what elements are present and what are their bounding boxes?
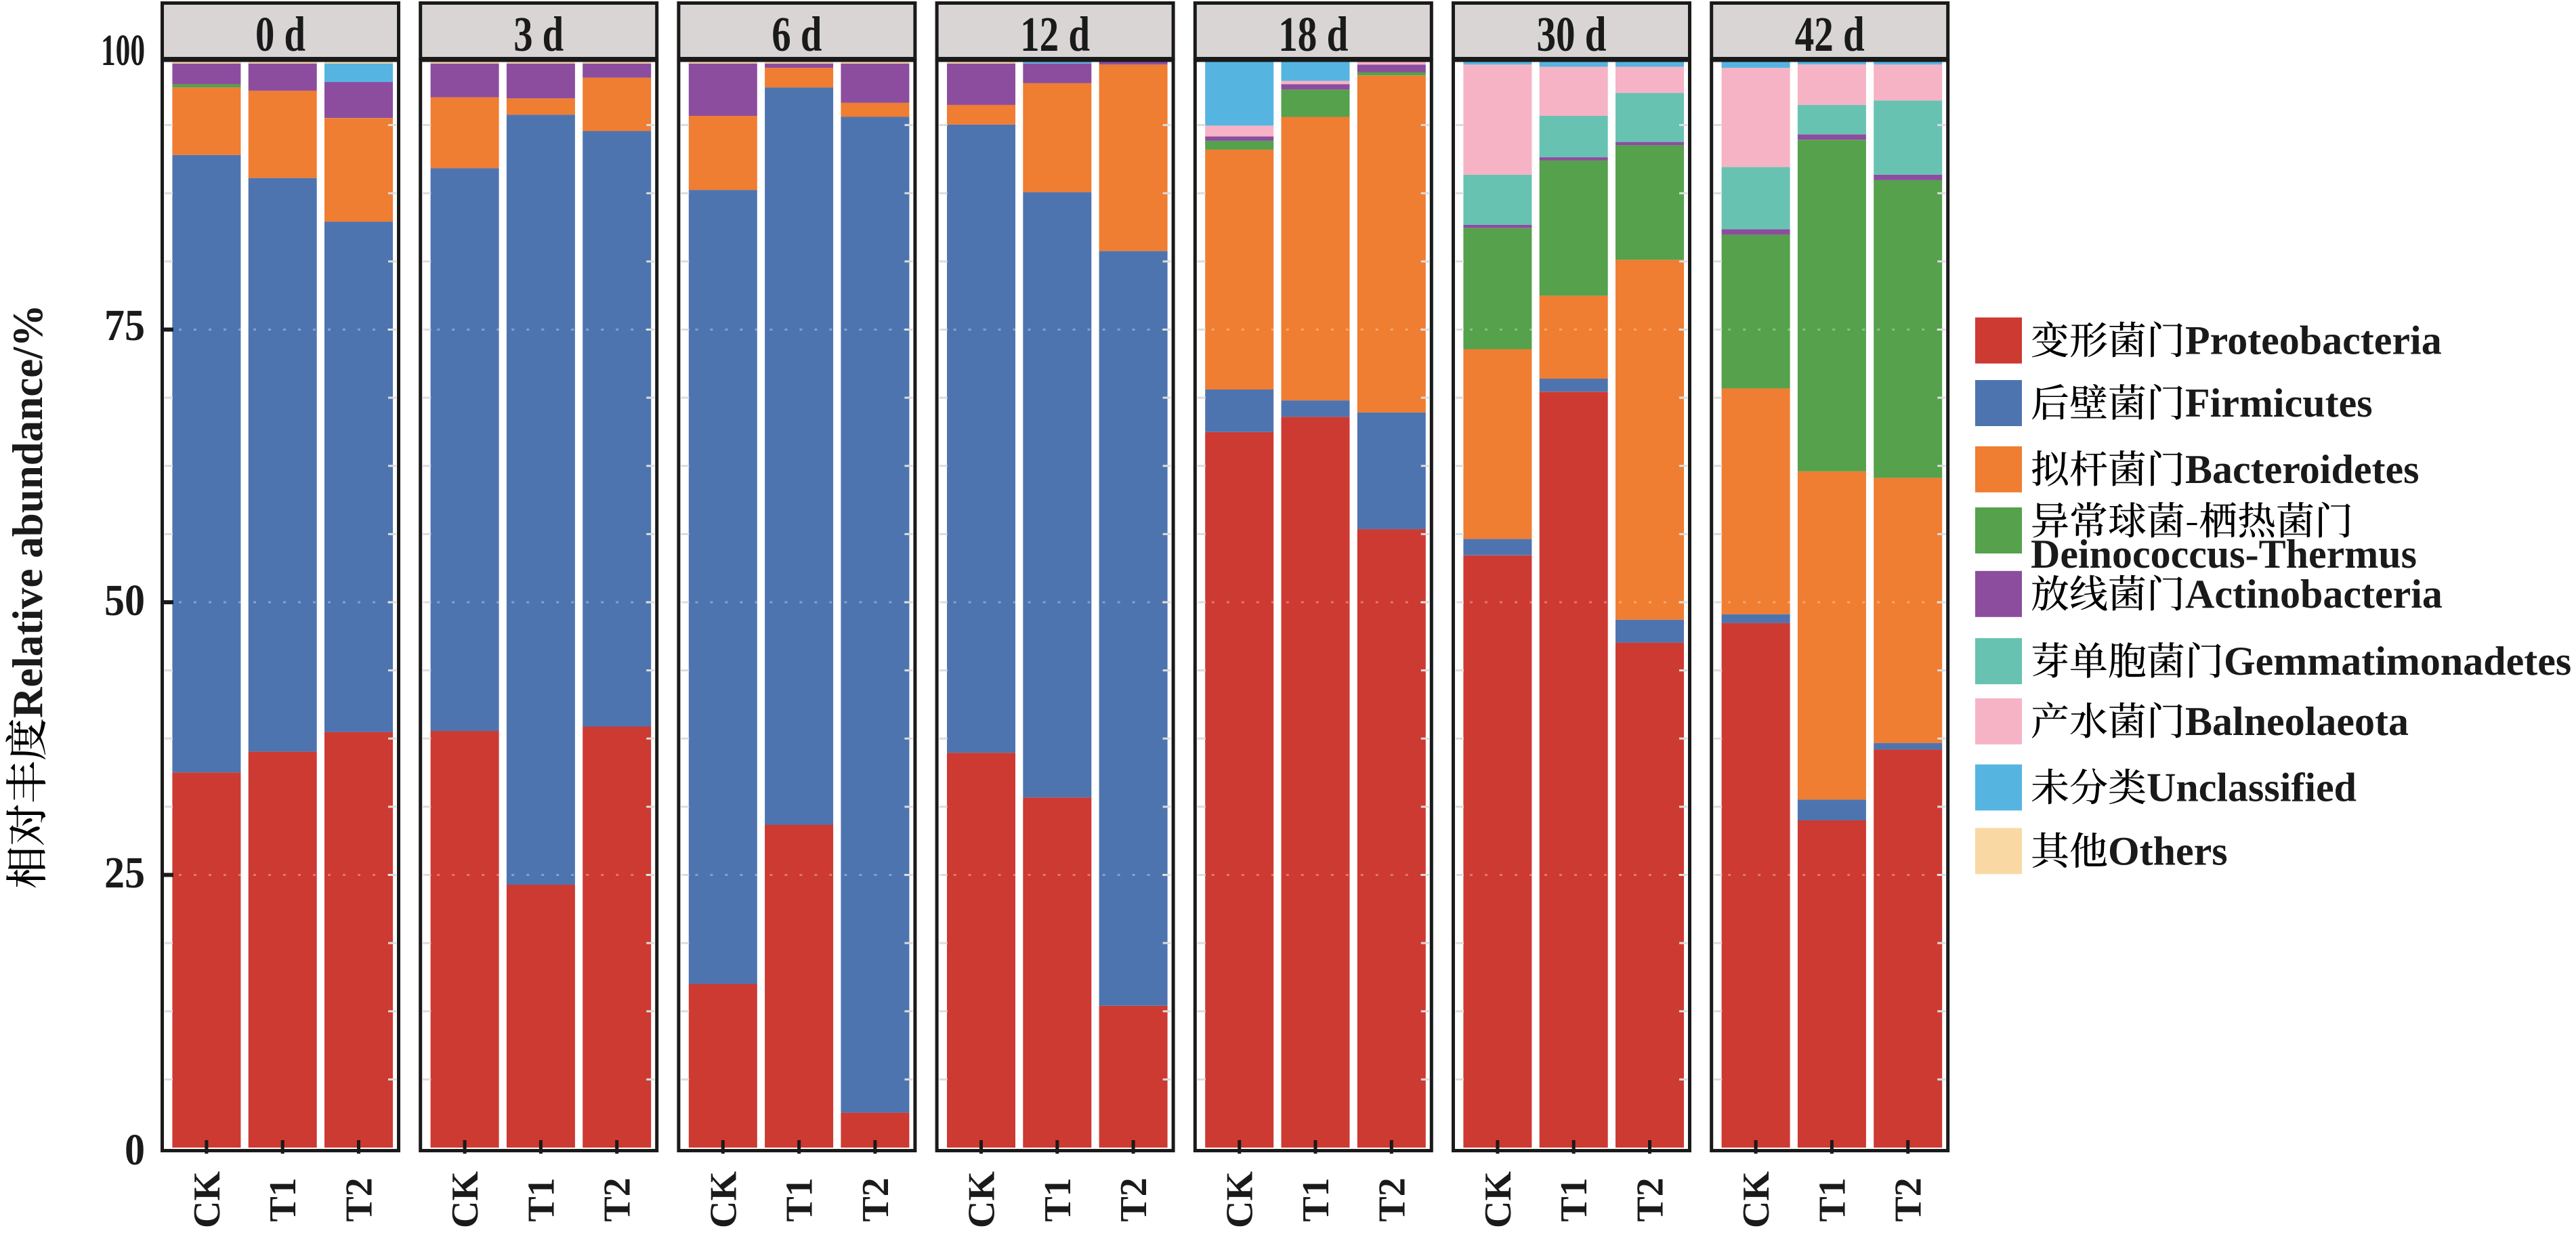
svg-text:100: 100 (101, 26, 145, 75)
svg-text:30 d: 30 d (1537, 7, 1607, 62)
svg-text:T1: T1 (520, 1177, 562, 1221)
svg-text:Firmicutes: Firmicutes (2185, 381, 2373, 425)
svg-text:6 d: 6 d (772, 7, 822, 62)
svg-text:Others: Others (2108, 829, 2228, 873)
svg-text:Deinococcus-Thermus: Deinococcus-Thermus (2031, 532, 2417, 576)
svg-text:0: 0 (125, 1125, 145, 1175)
svg-text:CK: CK (1219, 1171, 1261, 1228)
svg-text:T2: T2 (1371, 1177, 1413, 1221)
svg-text:T2: T2 (1113, 1177, 1155, 1221)
svg-text:CK: CK (1477, 1171, 1519, 1228)
svg-text:Actinobacteria: Actinobacteria (2185, 572, 2443, 616)
svg-text:0 d: 0 d (255, 7, 305, 62)
svg-text:T2: T2 (339, 1177, 381, 1221)
svg-text:CK: CK (702, 1171, 744, 1228)
svg-text:T1: T1 (779, 1177, 821, 1221)
svg-text:Proteobacteria: Proteobacteria (2185, 318, 2442, 363)
svg-text:T1: T1 (1037, 1177, 1079, 1221)
svg-text:T1: T1 (1553, 1177, 1595, 1221)
svg-text:CK: CK (444, 1171, 486, 1228)
svg-text:CK: CK (961, 1171, 1003, 1228)
svg-text:Balneolaeota: Balneolaeota (2185, 699, 2409, 744)
svg-text:T1: T1 (1295, 1177, 1337, 1221)
svg-text:75: 75 (104, 301, 145, 350)
svg-text:3 d: 3 d (513, 7, 564, 62)
svg-text:T2: T2 (1630, 1177, 1672, 1221)
svg-text:T2: T2 (855, 1177, 897, 1221)
svg-text:25: 25 (104, 848, 145, 898)
svg-text:Bacteroidetes: Bacteroidetes (2185, 447, 2419, 492)
svg-text:T1: T1 (1811, 1177, 1853, 1221)
svg-text:50: 50 (104, 576, 145, 625)
svg-text:12 d: 12 d (1020, 7, 1090, 62)
svg-text:42 d: 42 d (1795, 7, 1865, 62)
svg-text:T2: T2 (1888, 1177, 1930, 1221)
svg-text:18 d: 18 d (1278, 7, 1348, 62)
svg-text:CK: CK (186, 1171, 228, 1228)
svg-text:CK: CK (1735, 1171, 1777, 1228)
svg-text:T2: T2 (597, 1177, 639, 1221)
svg-text:Unclassified: Unclassified (2147, 765, 2357, 810)
svg-text:T1: T1 (262, 1177, 304, 1221)
svg-text:Gemmatimonadetes: Gemmatimonadetes (2224, 639, 2571, 684)
svg-text:Relative abundance/%: Relative abundance/% (4, 304, 51, 718)
